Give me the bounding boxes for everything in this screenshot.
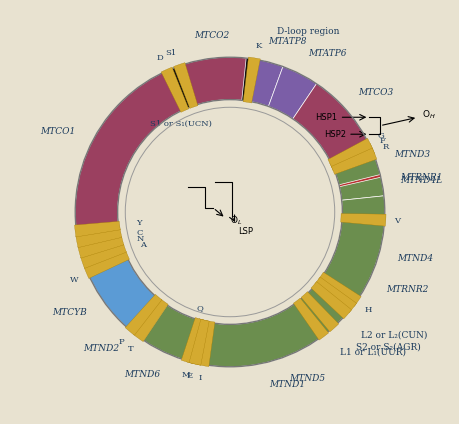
Wedge shape <box>75 71 184 247</box>
Text: P: P <box>118 338 124 346</box>
Text: MTND4L: MTND4L <box>400 176 442 185</box>
Text: MTND2: MTND2 <box>83 344 119 353</box>
Text: MTND5: MTND5 <box>288 374 325 383</box>
Wedge shape <box>133 299 168 342</box>
Text: MTRNR2: MTRNR2 <box>386 285 428 294</box>
Text: HSP1: HSP1 <box>315 113 337 122</box>
Wedge shape <box>189 319 209 365</box>
Wedge shape <box>203 303 320 367</box>
Text: MTCO1: MTCO1 <box>39 127 75 137</box>
Wedge shape <box>304 218 384 327</box>
Text: Y: Y <box>136 219 141 227</box>
Wedge shape <box>329 143 374 171</box>
Text: O$_H$: O$_H$ <box>421 109 435 121</box>
Wedge shape <box>249 60 282 106</box>
Wedge shape <box>323 196 384 298</box>
Wedge shape <box>167 57 370 166</box>
Wedge shape <box>74 221 120 237</box>
Text: R: R <box>381 142 387 151</box>
Wedge shape <box>186 319 207 365</box>
Wedge shape <box>80 244 126 268</box>
Text: HSP2: HSP2 <box>323 130 345 139</box>
Text: S1 or S₁(UCN): S1 or S₁(UCN) <box>150 120 212 128</box>
Wedge shape <box>243 57 260 103</box>
Wedge shape <box>268 67 316 119</box>
Text: MTND4: MTND4 <box>397 254 433 263</box>
Wedge shape <box>143 305 202 362</box>
Text: MTCYB: MTCYB <box>52 309 87 318</box>
Wedge shape <box>84 251 129 279</box>
Text: MTCO2: MTCO2 <box>194 31 229 40</box>
Wedge shape <box>80 239 163 337</box>
Wedge shape <box>327 138 372 167</box>
Wedge shape <box>318 272 360 306</box>
Text: G: G <box>377 132 383 140</box>
Wedge shape <box>125 294 162 335</box>
Wedge shape <box>339 177 383 200</box>
Wedge shape <box>340 214 385 226</box>
Text: F: F <box>379 137 385 145</box>
Wedge shape <box>293 298 328 340</box>
Text: H: H <box>364 306 371 314</box>
Text: S2 or S₂(AGR): S2 or S₂(AGR) <box>355 342 420 351</box>
Text: E: E <box>186 372 193 380</box>
Text: V: V <box>393 217 399 225</box>
Wedge shape <box>292 84 367 161</box>
Text: LSP: LSP <box>238 227 253 236</box>
Wedge shape <box>314 277 356 313</box>
Wedge shape <box>173 63 197 109</box>
Text: MTATP8: MTATP8 <box>268 37 306 46</box>
Text: D: D <box>156 54 163 62</box>
Wedge shape <box>200 284 348 367</box>
Wedge shape <box>330 148 376 174</box>
Wedge shape <box>332 149 384 220</box>
Wedge shape <box>310 282 351 319</box>
Text: W: W <box>70 276 79 284</box>
Text: C: C <box>136 229 142 237</box>
Text: O$_L$: O$_L$ <box>230 214 242 227</box>
Wedge shape <box>161 67 188 112</box>
Wedge shape <box>76 229 122 248</box>
Text: MTATP6: MTATP6 <box>308 49 346 58</box>
Text: D-loop region: D-loop region <box>277 27 339 36</box>
Text: M: M <box>181 371 190 379</box>
Text: I: I <box>198 374 201 382</box>
Wedge shape <box>87 256 199 361</box>
Text: MTCO3: MTCO3 <box>358 87 392 97</box>
Text: S1: S1 <box>165 49 176 57</box>
Text: N: N <box>136 235 144 243</box>
Wedge shape <box>196 321 214 367</box>
Wedge shape <box>179 57 246 106</box>
Wedge shape <box>181 318 203 363</box>
Wedge shape <box>333 151 379 185</box>
Text: Q: Q <box>196 304 203 312</box>
Text: A: A <box>140 241 146 249</box>
Text: L2 or L₂(CUN): L2 or L₂(CUN) <box>361 330 427 339</box>
Wedge shape <box>301 292 338 332</box>
Text: MTND3: MTND3 <box>393 150 429 159</box>
Wedge shape <box>78 237 123 258</box>
Text: L1 or L₁(UUR): L1 or L₁(UUR) <box>339 348 405 357</box>
Text: MTRNR1: MTRNR1 <box>399 173 442 182</box>
Text: MTND1: MTND1 <box>268 380 304 389</box>
Text: MTND6: MTND6 <box>123 370 159 379</box>
Text: K: K <box>255 42 262 50</box>
Text: T: T <box>128 345 133 353</box>
